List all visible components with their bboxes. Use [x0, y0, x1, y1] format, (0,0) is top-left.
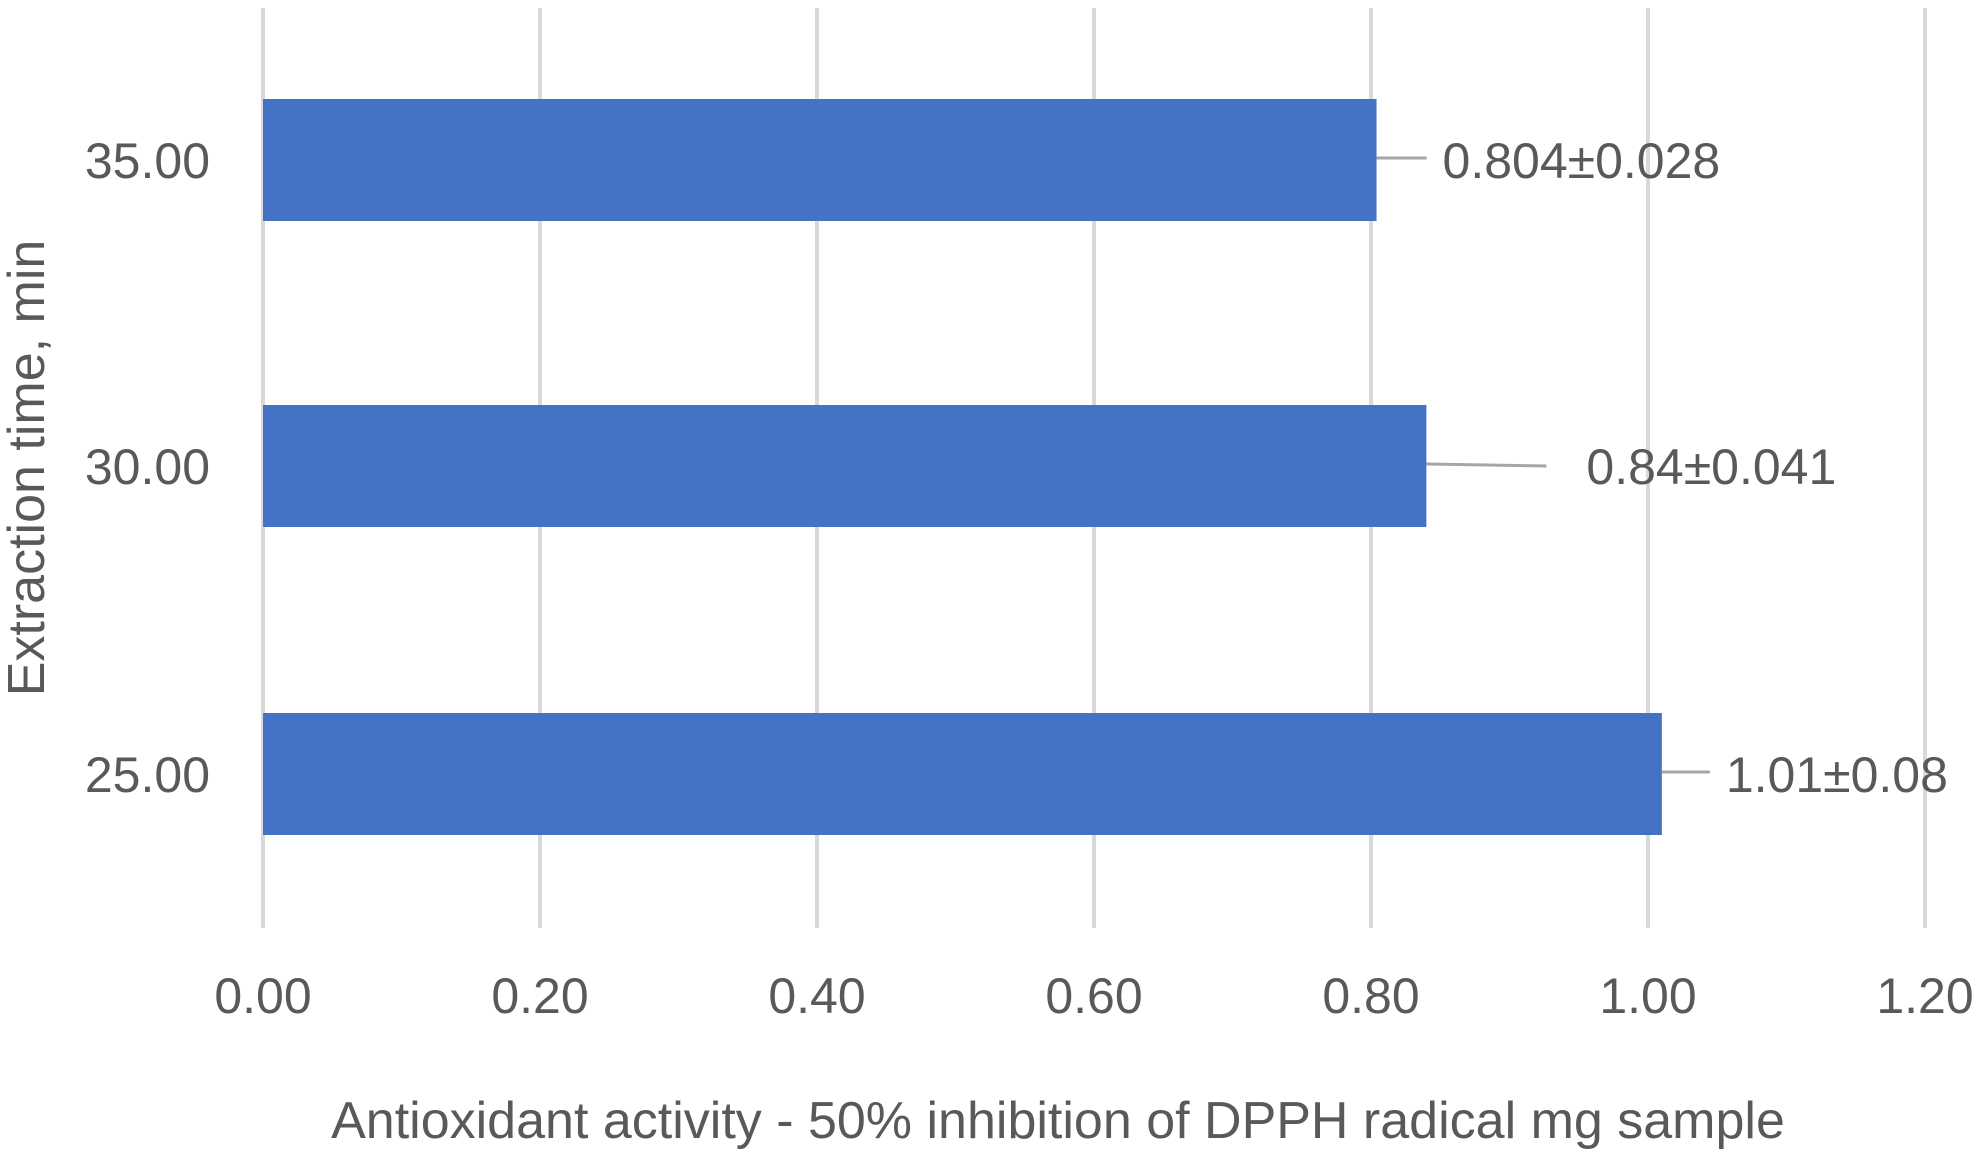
x-tick-label: 1.00	[1599, 968, 1696, 1024]
leader-line	[1426, 462, 1547, 468]
labels: 0.00 0.20 0.40 0.60 0.80 1.00 1.20 35.00 0.804±0…	[85, 133, 1974, 1024]
y-tick-label: 30.00	[85, 439, 210, 495]
x-tick-label: 1.20	[1876, 968, 1973, 1024]
y-axis-title: Extraction time, min	[0, 240, 56, 697]
bars	[263, 99, 1662, 835]
bar	[263, 99, 1377, 221]
x-tick-label: 0.00	[214, 968, 311, 1024]
leader-lines	[1376, 156, 1710, 774]
y-tick-label: 25.00	[85, 747, 210, 803]
data-label: 0.804±0.028	[1443, 133, 1721, 189]
x-tick-label: 0.20	[491, 968, 588, 1024]
data-label: 0.84±0.041	[1586, 439, 1836, 495]
x-tick-label: 0.40	[768, 968, 865, 1024]
data-label: 1.01±0.08	[1726, 747, 1948, 803]
x-tick-label: 0.80	[1322, 968, 1419, 1024]
bar	[263, 405, 1427, 527]
y-tick-label: 35.00	[85, 133, 210, 189]
x-tick-label: 0.60	[1045, 968, 1142, 1024]
bar	[263, 713, 1662, 835]
x-axis-title: Antioxidant activity - 50% inhibition of…	[331, 1092, 1785, 1150]
